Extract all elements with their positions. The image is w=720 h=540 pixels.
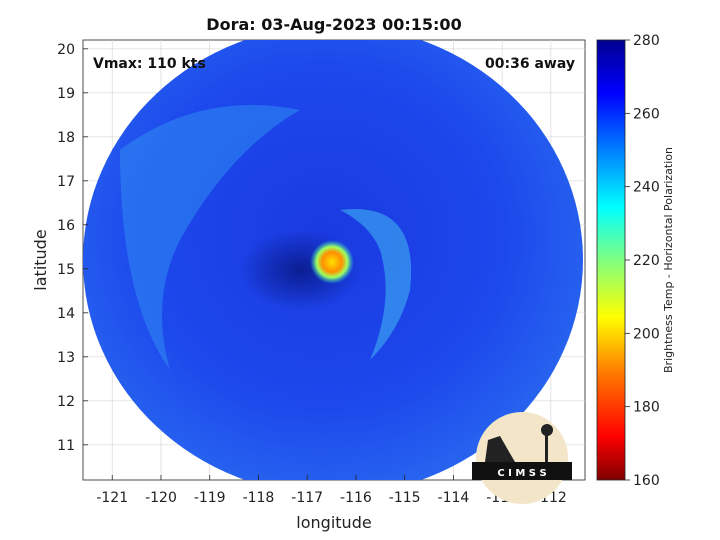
y-tick-label: 19 (57, 86, 75, 102)
y-tick-label: 12 (57, 394, 75, 410)
x-tick-label: -116 (340, 490, 372, 506)
x-tick-label: -114 (438, 490, 470, 506)
colorbar-tick-label: 180 (633, 400, 660, 416)
colorbar-ticks: 160 180 200 220 240 260 280 (625, 33, 660, 489)
hurricane-eye (310, 240, 354, 284)
colorbar-tick-label: 260 (633, 106, 660, 122)
time-away-annotation: 00:36 away (485, 56, 575, 72)
x-tick-label: -121 (96, 490, 128, 506)
colorbar-tick-label: 240 (633, 180, 660, 196)
y-tick-label: 13 (57, 350, 75, 366)
y-tick-label: 17 (57, 174, 75, 190)
y-axis-ticks: 11 12 13 14 15 16 17 18 19 20 (57, 42, 88, 454)
vmax-annotation: Vmax: 110 kts (93, 56, 206, 72)
x-tick-label: -119 (194, 490, 226, 506)
y-tick-label: 18 (57, 130, 75, 146)
y-tick-label: 20 (57, 42, 75, 58)
y-tick-label: 14 (57, 306, 75, 322)
colorbar-tick-label: 220 (633, 253, 660, 269)
cloud-band-west (120, 105, 300, 370)
y-tick-label: 16 (57, 218, 75, 234)
x-tick-label: -120 (145, 490, 177, 506)
y-axis-label: latitude (31, 229, 50, 290)
x-axis-label: longitude (296, 513, 371, 532)
y-tick-label: 15 (57, 262, 75, 278)
colorbar-label: Brightness Temp - Horizontal Polarizatio… (662, 147, 675, 373)
y-tick-label: 11 (57, 438, 75, 454)
cimss-logo-text: C I M S S (497, 468, 546, 479)
chart-title: Dora: 03-Aug-2023 00:15:00 (206, 15, 461, 34)
x-tick-label: -115 (389, 490, 421, 506)
colorbar-tick-label: 200 (633, 326, 660, 342)
colorbar (596, 39, 626, 481)
colorbar-tick-label: 280 (633, 33, 660, 49)
spiral-band-east (340, 209, 412, 360)
x-tick-label: -118 (243, 490, 275, 506)
brightness-temp-swath (83, 40, 583, 480)
x-axis-ticks: -121-120-119-118-117-116-115-114-113-112 (96, 475, 567, 506)
cimss-logo: C I M S S (472, 412, 572, 504)
x-tick-label: -117 (291, 490, 323, 506)
colorbar-tick-label: 160 (633, 473, 660, 489)
